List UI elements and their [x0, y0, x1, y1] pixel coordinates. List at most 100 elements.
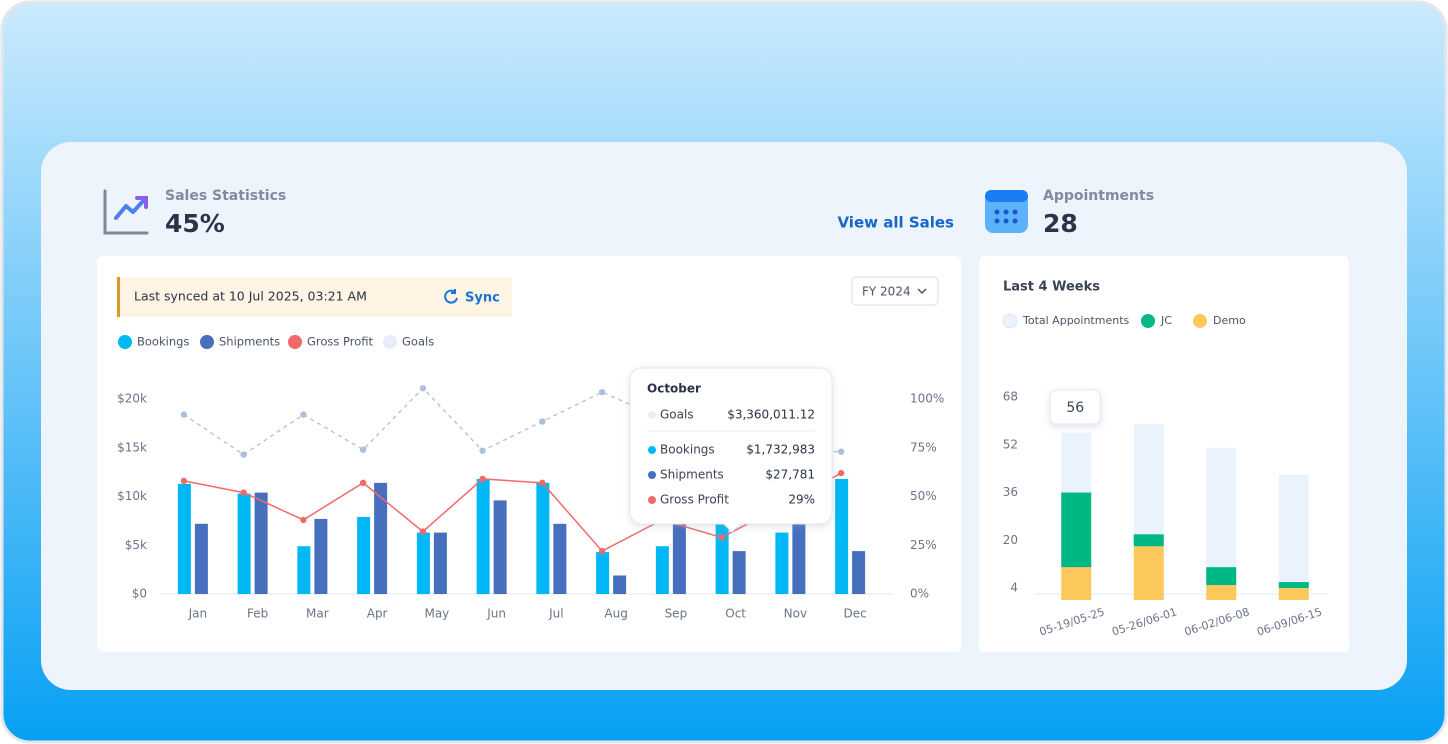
- bar: [852, 551, 866, 594]
- point: [180, 411, 188, 418]
- legend-swatch: [383, 335, 397, 349]
- bar-segment: [1206, 585, 1237, 600]
- chevron: [917, 288, 927, 295]
- y-tick-label: 52: [1003, 437, 1018, 451]
- x-tick-label: Jul: [548, 607, 563, 621]
- y2-tick-label: 50%: [910, 489, 937, 503]
- bar: [792, 520, 806, 594]
- period-select[interactable]: [851, 276, 939, 306]
- x-tick-label: Sep: [665, 607, 688, 621]
- bar: [536, 482, 550, 594]
- tooltip-swatch: [648, 446, 656, 454]
- y2-tick-label: 0%: [910, 587, 929, 601]
- point: [718, 534, 725, 541]
- bar: [775, 532, 789, 594]
- tooltip-swatch: [648, 411, 656, 419]
- legend-label: Shipments: [219, 335, 280, 349]
- y-tick-label: $5k: [125, 538, 147, 552]
- tooltip: October Goals $3,360,011.12 Bookings $1,732,…: [629, 367, 833, 533]
- point: [539, 479, 546, 487]
- legend-swatch: [1002, 313, 1018, 329]
- calendar-icon: [985, 190, 1028, 233]
- bar-segment: [1278, 582, 1309, 589]
- view-all-link[interactable]: View all Sales: [837, 214, 954, 232]
- bar-segment: [1061, 492, 1092, 568]
- point: [180, 477, 188, 485]
- bar: [476, 478, 490, 594]
- legend-swatch: [288, 335, 302, 349]
- tooltip-value: $1,732,983: [746, 443, 815, 457]
- bar: [715, 523, 729, 594]
- point: [837, 469, 845, 477]
- x-tick-label: Aug: [604, 607, 627, 621]
- y-tick-label: $15k: [117, 440, 147, 454]
- point: [419, 385, 427, 392]
- tooltip-name: Gross Profit: [660, 493, 729, 507]
- y2-tick-label: 100%: [910, 392, 944, 406]
- y2-tick-label: 25%: [910, 538, 937, 552]
- bar: [194, 523, 208, 594]
- legend-label: JC: [1160, 314, 1172, 327]
- legend-label: Demo: [1213, 314, 1246, 327]
- tooltip-value: 56: [1066, 400, 1084, 416]
- point: [359, 479, 367, 487]
- sales-value: 45%: [165, 209, 225, 238]
- x-tick-label: Nov: [784, 607, 807, 621]
- legend-label: Goals: [402, 335, 434, 349]
- tooltip-value: $3,360,011.12: [727, 408, 815, 422]
- x-tick-label: Apr: [367, 607, 388, 621]
- y-tick-label: 20: [1003, 533, 1018, 547]
- legend-label: Bookings: [137, 335, 189, 349]
- tooltip-name: Shipments: [660, 468, 724, 482]
- sync-icon[interactable]: [444, 289, 458, 304]
- appointments-title: Appointments: [1043, 188, 1154, 204]
- bar: [655, 546, 669, 594]
- bar: [297, 546, 311, 594]
- bar: [672, 516, 686, 594]
- y2-tick-label: 75%: [910, 440, 937, 454]
- y-tick-label: 4: [1010, 581, 1018, 595]
- point: [479, 447, 486, 454]
- sync-banner: [117, 277, 512, 317]
- sync-button[interactable]: Sync: [465, 291, 500, 306]
- tooltip-box: [629, 367, 833, 533]
- tooltip-swatch: [648, 496, 656, 504]
- sales-title: Sales Statistics: [165, 188, 286, 204]
- bar: [374, 482, 388, 594]
- sales-icon: [103, 189, 149, 235]
- bar-segment: [1133, 546, 1164, 600]
- legend-swatch: [1141, 314, 1155, 328]
- tooltip-name: Bookings: [660, 443, 715, 457]
- x-tick-label: Jan: [188, 607, 208, 621]
- period-label: FY 2024: [862, 285, 911, 299]
- point: [419, 528, 427, 535]
- bar: [553, 523, 567, 594]
- point: [539, 418, 546, 425]
- point: [598, 547, 606, 555]
- y-tick-label: $20k: [117, 392, 147, 406]
- y-tick-label: 36: [1003, 485, 1018, 499]
- bar: [357, 516, 371, 594]
- bar: [596, 552, 610, 594]
- bar: [493, 500, 507, 594]
- x-tick-label: Dec: [844, 607, 867, 621]
- bar: [732, 551, 746, 594]
- x-tick-label: Oct: [725, 607, 746, 621]
- bar-total: [1278, 474, 1309, 600]
- point: [240, 489, 247, 496]
- legend-label: Total Appointments: [1022, 314, 1130, 327]
- legend-swatch: [1193, 314, 1207, 328]
- legend-swatch: [118, 335, 132, 349]
- chart-title: Last 4 Weeks: [1003, 280, 1100, 295]
- bar-segment: [1133, 534, 1164, 547]
- legend-label: Gross Profit: [307, 335, 374, 349]
- x-tick-label: Jun: [486, 607, 506, 621]
- point: [359, 446, 367, 453]
- appointments-value: 28: [1043, 209, 1078, 238]
- point: [240, 451, 247, 458]
- bar-segment: [1061, 567, 1092, 600]
- y-tick-label: $10k: [117, 489, 147, 503]
- y-tick-label: 68: [1003, 390, 1018, 404]
- point: [837, 448, 845, 455]
